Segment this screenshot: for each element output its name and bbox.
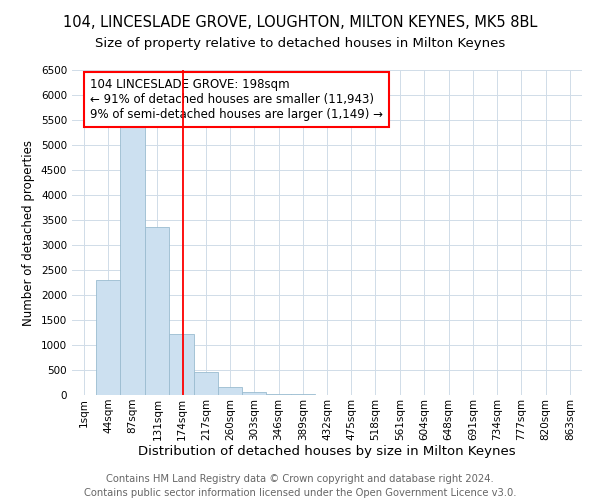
Bar xyxy=(194,372,218,395)
Y-axis label: Number of detached properties: Number of detached properties xyxy=(22,140,35,326)
Bar xyxy=(121,124,145,395)
Bar xyxy=(266,394,290,395)
Bar xyxy=(242,392,266,395)
Bar xyxy=(145,226,169,395)
Text: 104, LINCESLADE GROVE, LOUGHTON, MILTON KEYNES, MK5 8BL: 104, LINCESLADE GROVE, LOUGHTON, MILTON … xyxy=(63,15,537,30)
Text: Size of property relative to detached houses in Milton Keynes: Size of property relative to detached ho… xyxy=(95,38,505,51)
Bar xyxy=(169,334,194,395)
Bar xyxy=(290,394,315,395)
Text: 104 LINCESLADE GROVE: 198sqm
← 91% of detached houses are smaller (11,943)
9% of: 104 LINCESLADE GROVE: 198sqm ← 91% of de… xyxy=(90,78,383,121)
Text: Contains HM Land Registry data © Crown copyright and database right 2024.
Contai: Contains HM Land Registry data © Crown c… xyxy=(84,474,516,498)
X-axis label: Distribution of detached houses by size in Milton Keynes: Distribution of detached houses by size … xyxy=(138,446,516,458)
Bar xyxy=(218,387,242,395)
Bar xyxy=(96,280,121,395)
